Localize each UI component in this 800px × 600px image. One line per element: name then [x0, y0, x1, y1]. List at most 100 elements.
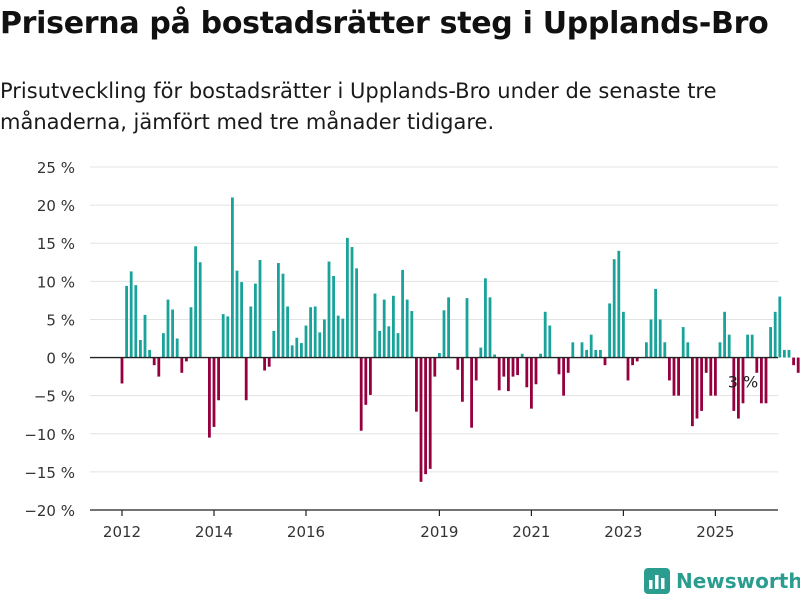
bar: [254, 283, 257, 358]
bar: [534, 357, 538, 385]
bar: [143, 314, 147, 358]
bar: [654, 288, 657, 358]
bar: [401, 269, 404, 358]
bar: [764, 357, 768, 404]
bar: [635, 357, 639, 362]
bar: [152, 357, 156, 366]
bar: [603, 357, 607, 366]
bars: [120, 197, 800, 482]
x-tick-label: 2025: [696, 523, 734, 541]
bar: [530, 357, 533, 409]
bar: [286, 306, 289, 358]
bar: [295, 337, 299, 358]
y-tick-label: 15 %: [37, 235, 75, 253]
bar: [387, 326, 391, 358]
bar-chart-icon: [644, 568, 670, 594]
bar: [240, 282, 243, 358]
bar: [562, 357, 565, 396]
x-tick-label: 2016: [287, 523, 325, 541]
bar: [704, 357, 708, 373]
y-tick-label: 5 %: [46, 311, 75, 329]
x-tick-label: 2021: [512, 523, 550, 541]
bar: [392, 295, 395, 358]
bar: [668, 357, 671, 381]
bar: [543, 311, 547, 358]
bar: [783, 349, 786, 358]
bar: [442, 310, 446, 358]
bar: [488, 297, 492, 358]
bar: [493, 354, 496, 358]
bar: [355, 268, 358, 358]
bar: [313, 306, 317, 358]
bar: [410, 311, 414, 358]
bar: [166, 299, 170, 358]
bar: [622, 311, 625, 358]
x-tick-label: 2019: [420, 523, 458, 541]
x-tick-label: 2023: [604, 523, 642, 541]
gridlines: [90, 166, 778, 511]
bar: [249, 306, 253, 358]
bar: [277, 263, 280, 358]
bar: [428, 357, 432, 469]
bar: [557, 357, 561, 375]
bar: [663, 342, 667, 358]
bar: [263, 357, 266, 371]
x-tick-label: 2012: [103, 523, 141, 541]
bar: [212, 357, 216, 427]
bar: [134, 285, 138, 358]
bar: [645, 342, 648, 358]
bar: [405, 299, 409, 358]
bar: [677, 357, 680, 396]
y-tick-label: 20 %: [37, 197, 75, 215]
bar: [727, 334, 731, 358]
bar: [125, 285, 128, 358]
bar: [571, 342, 575, 358]
bar: [769, 327, 772, 358]
bar: [599, 349, 602, 358]
bar: [497, 357, 501, 391]
bar: [461, 357, 464, 402]
y-tick-label: −10 %: [24, 426, 75, 444]
bar: [737, 357, 740, 419]
bar: [796, 357, 800, 373]
bar: [244, 357, 248, 401]
bar: [741, 357, 745, 404]
bar: [507, 357, 510, 392]
bar: [364, 357, 368, 405]
bar: [539, 353, 542, 358]
bar: [649, 319, 653, 358]
bar: [300, 343, 303, 358]
bar: [681, 327, 685, 358]
bar: [695, 357, 699, 419]
bar: [424, 357, 427, 475]
bar: [672, 357, 676, 396]
bar: [396, 333, 400, 358]
bar: [267, 357, 271, 367]
bar: [235, 270, 239, 358]
bar: [479, 347, 483, 358]
bar: [171, 309, 174, 358]
bar: [511, 357, 515, 377]
bar: [419, 357, 423, 482]
bar: [714, 357, 717, 396]
bar: [516, 357, 519, 376]
bar: [760, 357, 763, 404]
bar: [217, 357, 220, 401]
bar: [718, 342, 722, 358]
bar: [162, 333, 165, 358]
x-axis-ticks: 2012 2014 2016 2019 2021 2023 2025: [103, 510, 734, 541]
bar: [520, 353, 524, 358]
bar: [175, 338, 179, 358]
bar: [617, 250, 621, 358]
bar: [787, 349, 791, 358]
bar: [778, 296, 782, 358]
bar: [180, 357, 184, 373]
bar: [189, 307, 193, 358]
bar: [755, 357, 759, 373]
y-tick-label: −15 %: [24, 464, 75, 482]
bar: [221, 314, 225, 358]
chart-title: Priserna på bostadsrätter steg i Uppland…: [0, 6, 769, 41]
latest-value-label: 3 %: [728, 372, 758, 391]
brand-name: Newsworthy: [676, 569, 800, 593]
bar: [589, 334, 593, 358]
